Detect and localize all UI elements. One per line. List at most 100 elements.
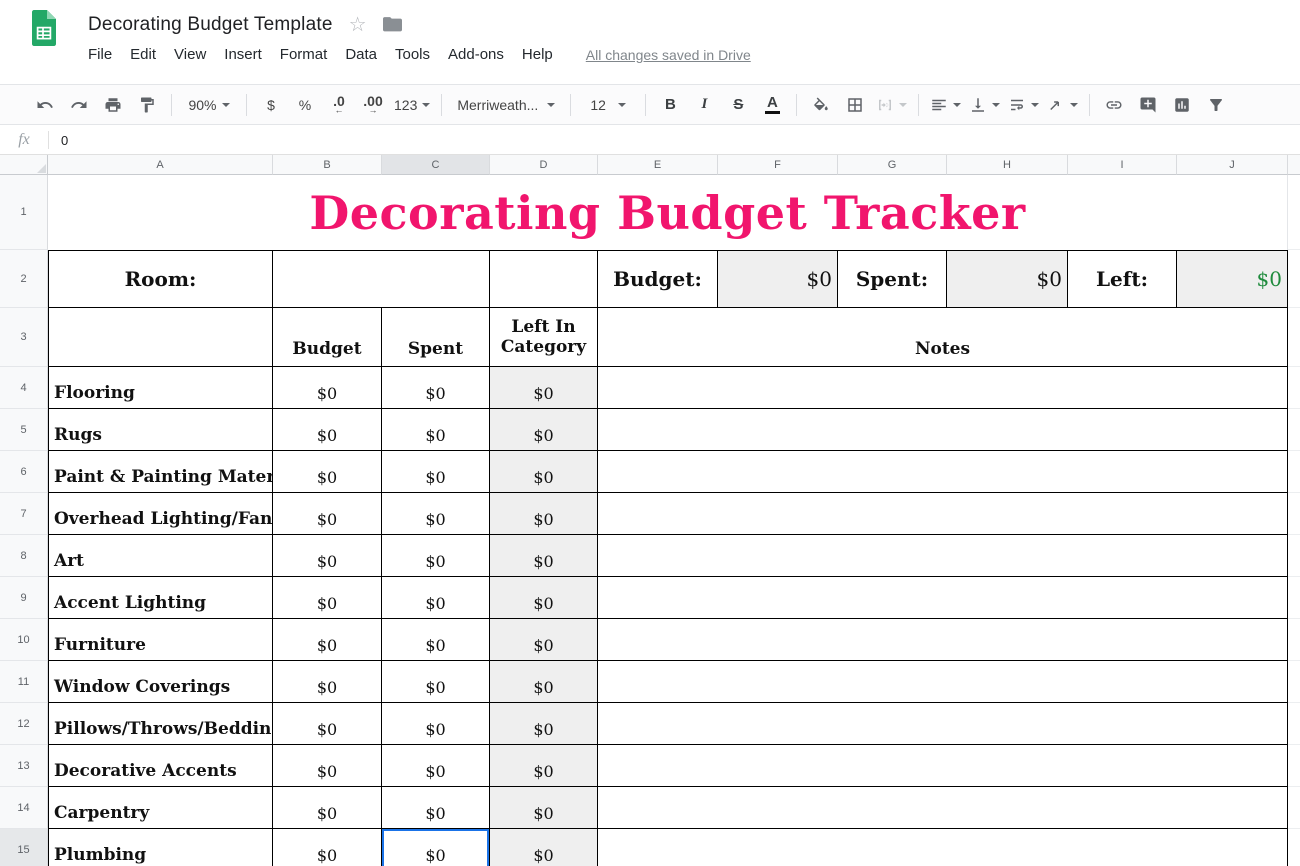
- budget-cell[interactable]: $0: [273, 451, 382, 493]
- room-value-cell[interactable]: [273, 250, 490, 308]
- text-wrap-button[interactable]: [1008, 91, 1040, 119]
- undo-button[interactable]: [32, 91, 58, 119]
- left-cell[interactable]: $0: [490, 577, 598, 619]
- row-header[interactable]: 4: [0, 367, 48, 409]
- row-header[interactable]: 6: [0, 451, 48, 493]
- menu-tools[interactable]: Tools: [395, 46, 431, 63]
- left-cell[interactable]: $0: [490, 745, 598, 787]
- notes-cell[interactable]: [598, 703, 1288, 745]
- budget-column-header[interactable]: Budget: [273, 308, 382, 367]
- spent-cell[interactable]: $0: [382, 787, 490, 829]
- title-cell[interactable]: Decorating Budget Tracker: [48, 175, 1288, 250]
- column-header-b[interactable]: B: [273, 155, 382, 175]
- budget-cell[interactable]: $0: [273, 367, 382, 409]
- spent-label-cell[interactable]: Spent:: [838, 250, 947, 308]
- row-header[interactable]: 10: [0, 619, 48, 661]
- column-header-i[interactable]: I: [1068, 155, 1177, 175]
- font-family-select[interactable]: Merriweath...: [453, 91, 559, 119]
- category-cell[interactable]: Flooring: [48, 367, 273, 409]
- category-cell[interactable]: Rugs: [48, 409, 273, 451]
- print-button[interactable]: [100, 91, 126, 119]
- spent-cell[interactable]: $0: [382, 745, 490, 787]
- category-cell[interactable]: Decorative Accents: [48, 745, 273, 787]
- menu-view[interactable]: View: [174, 46, 207, 63]
- row-header[interactable]: 9: [0, 577, 48, 619]
- column-header-f[interactable]: F: [718, 155, 838, 175]
- left-cell[interactable]: $0: [490, 409, 598, 451]
- column-header-g[interactable]: G: [838, 155, 947, 175]
- row-header[interactable]: 8: [0, 535, 48, 577]
- menu-edit[interactable]: Edit: [130, 46, 157, 63]
- row-header[interactable]: 5: [0, 409, 48, 451]
- notes-cell[interactable]: [598, 493, 1288, 535]
- budget-cell[interactable]: $0: [273, 661, 382, 703]
- format-currency-button[interactable]: $: [267, 96, 275, 113]
- row-header[interactable]: 15: [0, 829, 48, 866]
- budget-cell[interactable]: $0: [273, 787, 382, 829]
- notes-cell[interactable]: [598, 661, 1288, 703]
- category-cell[interactable]: Plumbing: [48, 829, 273, 866]
- menu-file[interactable]: File: [88, 46, 113, 63]
- text-color-button[interactable]: A: [759, 91, 785, 119]
- notes-cell[interactable]: [598, 535, 1288, 577]
- empty-cell-a3[interactable]: [48, 308, 273, 367]
- notes-cell[interactable]: [598, 409, 1288, 451]
- room-label-cell[interactable]: Room:: [48, 250, 273, 308]
- row-header[interactable]: 12: [0, 703, 48, 745]
- spent-cell[interactable]: $0: [382, 829, 490, 866]
- notes-cell[interactable]: [598, 829, 1288, 866]
- budget-cell[interactable]: $0: [273, 703, 382, 745]
- left-cell[interactable]: $0: [490, 619, 598, 661]
- column-header-e[interactable]: E: [598, 155, 718, 175]
- spent-total-cell[interactable]: $0: [947, 250, 1068, 308]
- budget-cell[interactable]: $0: [273, 829, 382, 866]
- spent-cell[interactable]: $0: [382, 619, 490, 661]
- spent-cell[interactable]: $0: [382, 661, 490, 703]
- formula-input[interactable]: 0: [61, 132, 69, 148]
- spent-cell[interactable]: $0: [382, 577, 490, 619]
- bold-button[interactable]: B: [664, 96, 676, 113]
- left-cell[interactable]: $0: [490, 367, 598, 409]
- category-cell[interactable]: Overhead Lighting/Fan: [48, 493, 273, 535]
- category-cell[interactable]: Carpentry: [48, 787, 273, 829]
- folder-icon[interactable]: [382, 17, 402, 33]
- notes-cell[interactable]: [598, 787, 1288, 829]
- row-header-2[interactable]: 2: [0, 250, 48, 308]
- left-cell[interactable]: $0: [490, 535, 598, 577]
- spent-cell[interactable]: $0: [382, 703, 490, 745]
- filter-button[interactable]: [1203, 91, 1229, 119]
- budget-total-cell[interactable]: $0: [718, 250, 838, 308]
- increase-decimal-button[interactable]: .00 →: [363, 93, 383, 115]
- zoom-select[interactable]: 90%: [183, 91, 235, 119]
- empty-cell-d2[interactable]: [490, 250, 598, 308]
- row-header-3[interactable]: 3: [0, 308, 48, 367]
- row-header[interactable]: 7: [0, 493, 48, 535]
- format-percent-button[interactable]: %: [298, 96, 312, 113]
- row-header[interactable]: 14: [0, 787, 48, 829]
- menu-format[interactable]: Format: [279, 46, 328, 63]
- budget-cell[interactable]: $0: [273, 493, 382, 535]
- merge-cells-button[interactable]: [876, 91, 908, 119]
- notes-cell[interactable]: [598, 745, 1288, 787]
- category-cell[interactable]: Accent Lighting: [48, 577, 273, 619]
- category-cell[interactable]: Pillows/Throws/Bedding: [48, 703, 273, 745]
- fill-color-button[interactable]: [808, 91, 834, 119]
- strikethrough-button[interactable]: S: [733, 96, 744, 113]
- notes-cell[interactable]: [598, 577, 1288, 619]
- left-in-category-header[interactable]: Left In Category: [490, 308, 598, 367]
- category-cell[interactable]: Paint & Painting Materials: [48, 451, 273, 493]
- spent-cell[interactable]: $0: [382, 367, 490, 409]
- text-rotation-button[interactable]: [1047, 91, 1079, 119]
- insert-link-button[interactable]: [1101, 91, 1127, 119]
- spent-cell[interactable]: $0: [382, 535, 490, 577]
- spent-cell[interactable]: $0: [382, 409, 490, 451]
- menu-insert[interactable]: Insert: [224, 46, 262, 63]
- left-cell[interactable]: $0: [490, 829, 598, 866]
- notes-cell[interactable]: [598, 451, 1288, 493]
- number-format-button[interactable]: 123: [394, 91, 431, 119]
- row-header-1[interactable]: 1: [0, 175, 48, 250]
- row-header[interactable]: 11: [0, 661, 48, 703]
- italic-button[interactable]: I: [701, 96, 708, 112]
- font-size-select[interactable]: 12: [582, 91, 634, 119]
- column-header-d[interactable]: D: [490, 155, 598, 175]
